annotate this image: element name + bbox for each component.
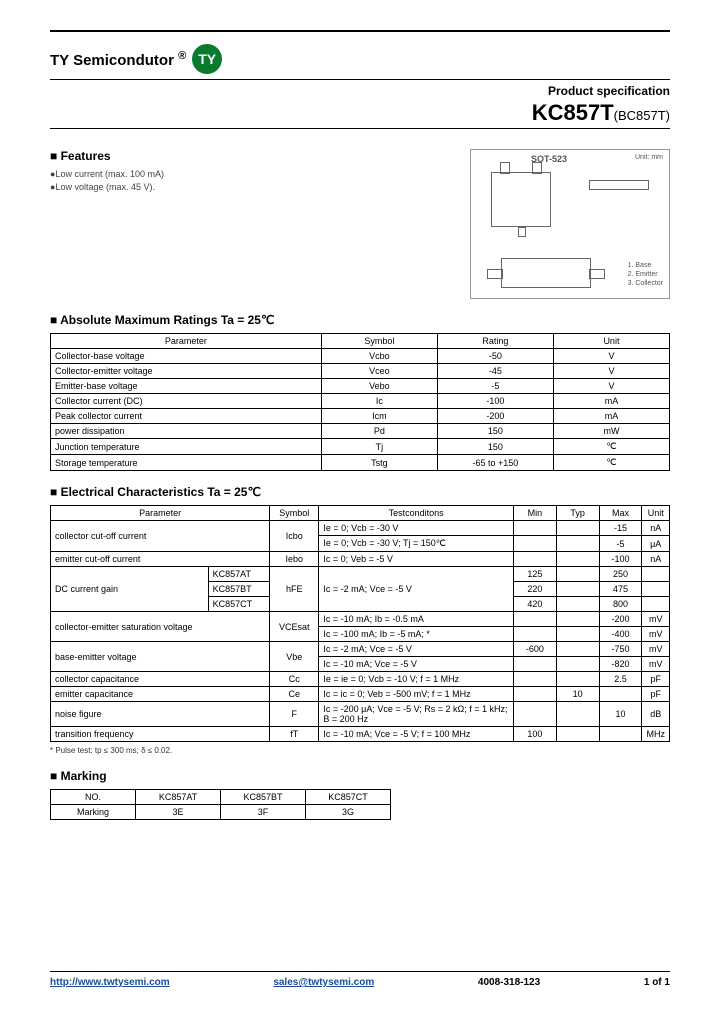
diagram-unit: Unit: mm <box>635 154 663 161</box>
table-header-row: Parameter Symbol Testconditons Min Typ M… <box>51 506 670 521</box>
th: Rating <box>437 334 553 349</box>
abs-max-section: ■ Absolute Maximum Ratings Ta = 25℃ Para… <box>50 313 670 471</box>
th: Min <box>513 506 556 521</box>
company-name: TY Semicondutor ® <box>50 50 186 69</box>
product-spec-label: Product specification <box>50 84 670 98</box>
table-row: base-emitter voltageVbeIc = -2 mA; Vce =… <box>51 642 670 657</box>
table-row: noise figureFIc = -200 μA; Vce = -5 V; R… <box>51 702 670 727</box>
features-row: ■ Features ●Low current (max. 100 mA) ●L… <box>50 149 670 299</box>
package-side-view <box>589 180 649 195</box>
features-heading: ■ Features <box>50 149 450 163</box>
pin-labels: 1. Base2. Emitter3. Collector <box>628 261 663 288</box>
feature-item: ●Low voltage (max. 45 V). <box>50 182 450 192</box>
th: NO. <box>51 790 136 805</box>
spec-rule <box>50 79 670 80</box>
th: KC857AT <box>136 790 221 805</box>
package-diagram: SOT-523 Unit: mm 1. Base2. Emitter3. Col… <box>470 149 670 299</box>
th: Parameter <box>51 506 270 521</box>
title-rule <box>50 128 670 129</box>
table-row: DC current gainKC857AThFEIc = -2 mA; Vce… <box>51 567 670 582</box>
th: Symbol <box>270 506 319 521</box>
th: Unit <box>642 506 670 521</box>
package-bottom-view <box>501 258 591 288</box>
table-row: power dissipationPd150mW <box>51 424 670 439</box>
table-row: Emitter-base voltageVebo-5V <box>51 379 670 394</box>
footer-email[interactable]: sales@twtysemi.com <box>273 977 374 988</box>
features-block: ■ Features ●Low current (max. 100 mA) ●L… <box>50 149 450 195</box>
th: Parameter <box>51 334 322 349</box>
table-row: Peak collector currentIcm-200mA <box>51 409 670 424</box>
table-row: Marking 3E 3F 3G <box>51 805 391 820</box>
abs-max-heading: ■ Absolute Maximum Ratings Ta = 25℃ <box>50 313 670 327</box>
table-row: collector capacitanceCcIe = ie = 0; Vcb … <box>51 672 670 687</box>
page-footer: http://www.twtysemi.com sales@twtysemi.c… <box>50 971 670 988</box>
marking-section: ■ Marking NO. KC857AT KC857BT KC857CT Ma… <box>50 769 670 820</box>
marking-table: NO. KC857AT KC857BT KC857CT Marking 3E 3… <box>50 789 391 820</box>
th: Max <box>599 506 642 521</box>
table-row: Collector current (DC)Ic-100mA <box>51 394 670 409</box>
th: Symbol <box>321 334 437 349</box>
table-row: Storage temperatureTstg-65 to +150℃ <box>51 455 670 471</box>
th: KC857BT <box>221 790 306 805</box>
table-row: Junction temperatureTj150℃ <box>51 439 670 455</box>
table-row: emitter capacitanceCeIc = ic = 0; Veb = … <box>51 687 670 702</box>
th: Testconditons <box>319 506 514 521</box>
table-row: transition frequencyfTIc = -10 mA; Vce =… <box>51 727 670 742</box>
table-row: Collector-base voltageVcbo-50V <box>51 349 670 364</box>
pulse-test-note: * Pulse test: tp ≤ 300 ms; δ ≤ 0.02. <box>50 746 670 755</box>
table-header-row: NO. KC857AT KC857BT KC857CT <box>51 790 391 805</box>
feature-item: ●Low current (max. 100 mA) <box>50 169 450 179</box>
th: KC857CT <box>306 790 391 805</box>
table-row: collector-emitter saturation voltageVCEs… <box>51 612 670 627</box>
brand-header: TY Semicondutor ® TY <box>50 44 670 74</box>
part-title: KC857T(BC857T) <box>50 100 670 126</box>
footer-page: 1 of 1 <box>644 977 670 988</box>
part-number-sub: (BC857T) <box>614 108 670 123</box>
elec-heading: ■ Electrical Characteristics Ta = 25℃ <box>50 485 670 499</box>
logo-icon: TY <box>192 44 222 74</box>
table-row: Collector-emitter voltageVceo-45V <box>51 364 670 379</box>
footer-url[interactable]: http://www.twtysemi.com <box>50 977 170 988</box>
elec-section: ■ Electrical Characteristics Ta = 25℃ Pa… <box>50 485 670 755</box>
elec-table: Parameter Symbol Testconditons Min Typ M… <box>50 505 670 742</box>
table-header-row: Parameter Symbol Rating Unit <box>51 334 670 349</box>
part-number-main: KC857T <box>532 100 614 125</box>
footer-phone: 4008-318-123 <box>478 977 540 988</box>
company-text: TY Semicondutor <box>50 52 174 69</box>
table-row: collector cut-off currentIcboIe = 0; Vcb… <box>51 521 670 536</box>
abs-max-table: Parameter Symbol Rating Unit Collector-b… <box>50 333 670 471</box>
marking-heading: ■ Marking <box>50 769 670 783</box>
registered-mark: ® <box>178 50 186 62</box>
th: Unit <box>553 334 669 349</box>
th: Typ <box>556 506 599 521</box>
package-top-view <box>491 172 551 227</box>
top-rule <box>50 30 670 32</box>
table-row: emitter cut-off currentIeboIc = 0; Veb =… <box>51 552 670 567</box>
